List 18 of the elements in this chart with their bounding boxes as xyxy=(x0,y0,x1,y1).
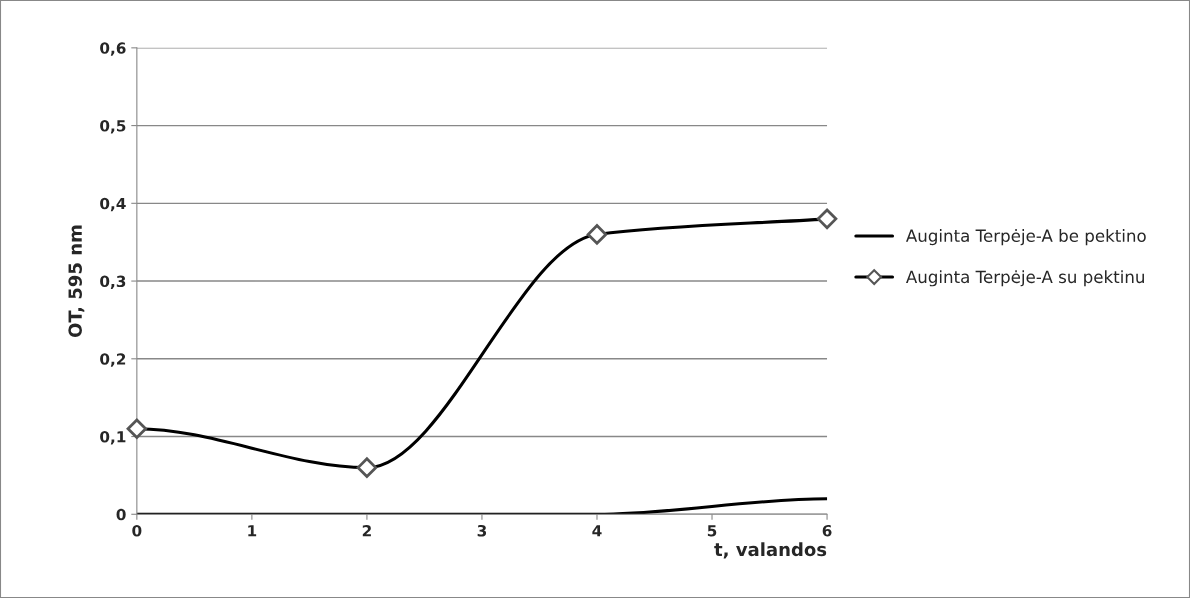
x-tick-label: 4 xyxy=(592,525,602,537)
x-tick-label: 2 xyxy=(362,524,371,537)
x-tick-label: 5 xyxy=(707,525,717,537)
x-axis-title: t, valandos xyxy=(714,542,827,559)
x-tick-label: 3 xyxy=(477,524,487,537)
y-tick-label: 0 xyxy=(116,508,126,521)
x-tick-label: 6 xyxy=(822,524,832,537)
y-tick-label: 0,3 xyxy=(100,275,126,290)
y-tick-label: 0,6 xyxy=(100,42,126,56)
legend-label: Auginta Terpėje-A be pektino xyxy=(905,229,1146,246)
legend-label: Auginta Terpėje-A su pektinu xyxy=(905,270,1144,287)
y-tick-label: 0,2 xyxy=(100,353,126,367)
x-tick-label: 0 xyxy=(132,524,142,537)
y-tick-label: 0,5 xyxy=(100,120,126,134)
x-tick-label: 1 xyxy=(248,525,257,537)
y-tick-label: 0,1 xyxy=(100,431,126,445)
y-axis-title: OT, 595 nm xyxy=(68,225,85,338)
y-tick-label: 0,4 xyxy=(100,197,126,212)
